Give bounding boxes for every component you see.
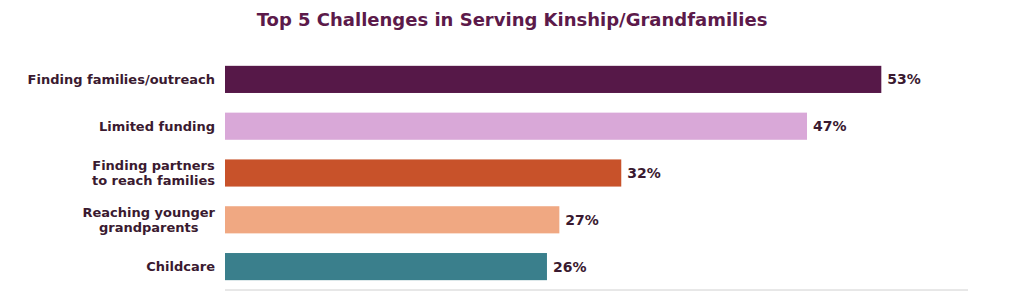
bar (225, 159, 621, 186)
bar (225, 253, 547, 280)
category-label: Finding families/outreach (28, 72, 215, 87)
bars (225, 66, 881, 280)
title: Top 5 Challenges in Serving Kinship/Gran… (257, 9, 768, 30)
category-label: Finding partnersto reach families (92, 158, 215, 188)
category-label: Childcare (146, 259, 215, 274)
bar (225, 113, 807, 140)
data-label: 26% (553, 259, 587, 275)
chart-container: Top 5 Challenges in Serving Kinship/Gran… (0, 0, 1024, 303)
data-label: 53% (887, 71, 921, 87)
labels: 53% Finding families/outreach 47% Limited f… (28, 71, 921, 274)
bar (225, 66, 881, 93)
category-label: Limited funding (99, 119, 215, 134)
data-label: 47% (813, 118, 847, 134)
x-axis-line (225, 290, 968, 291)
bar (225, 206, 559, 233)
category-label: Reaching youngergrandparents (82, 205, 215, 235)
chart-svg: Top 5 Challenges in Serving Kinship/Gran… (0, 0, 1024, 303)
data-label: 32% (627, 165, 661, 181)
data-label: 27% (565, 212, 599, 228)
